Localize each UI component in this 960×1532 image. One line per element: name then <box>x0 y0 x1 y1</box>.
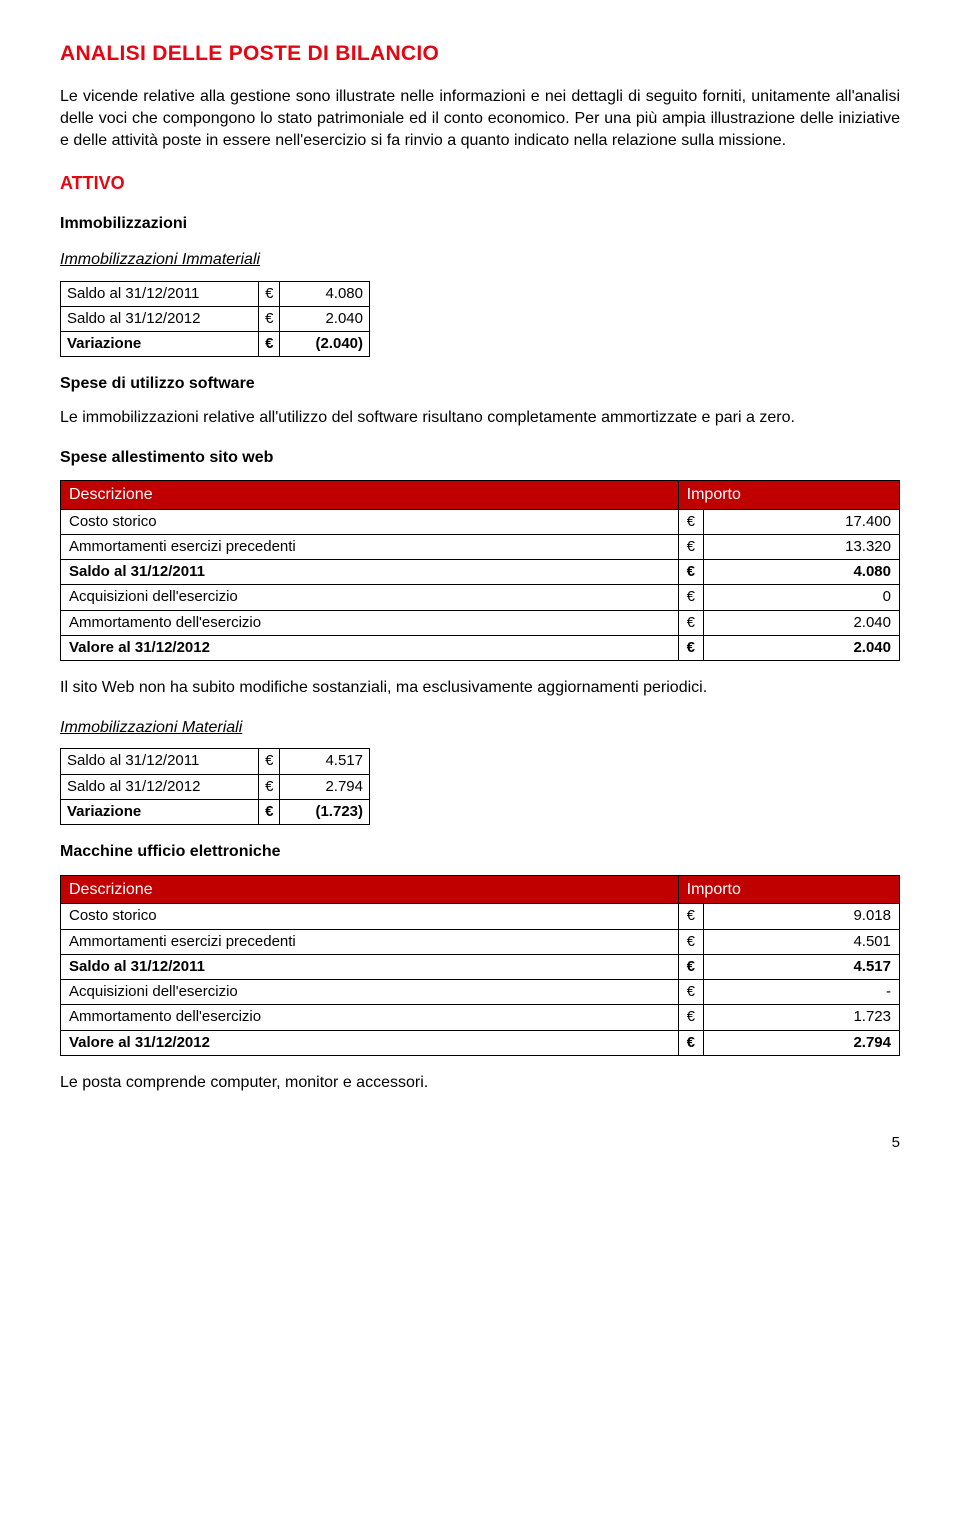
table-row: Valore al 31/12/2012€2.794 <box>61 1030 900 1055</box>
macchine-ufficio-text: Le posta comprende computer, monitor e a… <box>60 1072 900 1094</box>
immateriali-summary-table: Saldo al 31/12/2011€4.080Saldo al 31/12/… <box>60 281 370 358</box>
euro-symbol: € <box>678 1030 703 1055</box>
table-row: Costo storico€17.400 <box>61 509 900 534</box>
euro-symbol: € <box>678 610 703 635</box>
table-row: Variazione€(1.723) <box>61 799 370 824</box>
row-value: 0 <box>704 585 900 610</box>
table-row: Valore al 31/12/2012€2.040 <box>61 635 900 660</box>
row-label: Valore al 31/12/2012 <box>61 1030 679 1055</box>
materiali-summary-table: Saldo al 31/12/2011€4.517Saldo al 31/12/… <box>60 748 370 825</box>
euro-symbol: € <box>678 534 703 559</box>
table-row: Ammortamento dell'esercizio€1.723 <box>61 1005 900 1030</box>
row-label: Valore al 31/12/2012 <box>61 635 679 660</box>
spese-software-heading: Spese di utilizzo software <box>60 373 900 395</box>
euro-symbol: € <box>259 281 280 306</box>
table-row: Acquisizioni dell'esercizio€- <box>61 980 900 1005</box>
immobilizzazioni-heading: Immobilizzazioni <box>60 213 900 235</box>
euro-symbol: € <box>678 929 703 954</box>
euro-symbol: € <box>678 509 703 534</box>
row-label: Costo storico <box>61 509 679 534</box>
table-header-row: DescrizioneImporto <box>61 481 900 510</box>
row-label: Saldo al 31/12/2011 <box>61 281 259 306</box>
header-importo: Importo <box>678 481 899 510</box>
euro-symbol: € <box>259 332 280 357</box>
table-row: Saldo al 31/12/2012€2.040 <box>61 306 370 331</box>
table-row: Saldo al 31/12/2011€4.080 <box>61 281 370 306</box>
immobilizzazioni-materiali-heading: Immobilizzazioni Materiali <box>60 717 900 739</box>
attivo-heading: ATTIVO <box>60 171 900 195</box>
immobilizzazioni-immateriali-heading: Immobilizzazioni Immateriali <box>60 249 900 271</box>
table-row: Variazione€(2.040) <box>61 332 370 357</box>
euro-symbol: € <box>678 954 703 979</box>
header-importo: Importo <box>678 875 899 904</box>
row-value: 4.501 <box>704 929 900 954</box>
row-label: Saldo al 31/12/2012 <box>61 306 259 331</box>
row-value: 2.794 <box>704 1030 900 1055</box>
page-title: ANALISI DELLE POSTE DI BILANCIO <box>60 40 900 68</box>
row-value: 4.080 <box>704 560 900 585</box>
row-value: 4.517 <box>704 954 900 979</box>
euro-symbol: € <box>678 585 703 610</box>
row-value: 2.794 <box>280 774 370 799</box>
row-label: Saldo al 31/12/2011 <box>61 954 679 979</box>
macchine-ufficio-heading: Macchine ufficio elettroniche <box>60 841 900 863</box>
euro-symbol: € <box>678 980 703 1005</box>
row-label: Ammortamento dell'esercizio <box>61 610 679 635</box>
sito-web-text: Il sito Web non ha subito modifiche sost… <box>60 677 900 699</box>
row-value: (1.723) <box>280 799 370 824</box>
header-descrizione: Descrizione <box>61 875 679 904</box>
row-value: 2.040 <box>704 635 900 660</box>
euro-symbol: € <box>259 306 280 331</box>
euro-symbol: € <box>259 749 280 774</box>
table-row: Ammortamenti esercizi precedenti€13.320 <box>61 534 900 559</box>
sito-web-table: DescrizioneImportoCosto storico€17.400Am… <box>60 480 900 661</box>
row-value: 4.080 <box>280 281 370 306</box>
row-label: Saldo al 31/12/2012 <box>61 774 259 799</box>
table-row: Saldo al 31/12/2011€4.517 <box>61 954 900 979</box>
row-value: 9.018 <box>704 904 900 929</box>
row-label: Saldo al 31/12/2011 <box>61 560 679 585</box>
spese-software-text: Le immobilizzazioni relative all'utilizz… <box>60 407 900 429</box>
intro-paragraph: Le vicende relative alla gestione sono i… <box>60 86 900 151</box>
table-row: Saldo al 31/12/2011€4.517 <box>61 749 370 774</box>
table-row: Ammortamento dell'esercizio€2.040 <box>61 610 900 635</box>
row-label: Costo storico <box>61 904 679 929</box>
spese-sito-heading: Spese allestimento sito web <box>60 447 900 469</box>
table-row: Ammortamenti esercizi precedenti€4.501 <box>61 929 900 954</box>
euro-symbol: € <box>678 635 703 660</box>
header-descrizione: Descrizione <box>61 481 679 510</box>
row-label: Saldo al 31/12/2011 <box>61 749 259 774</box>
table-header-row: DescrizioneImporto <box>61 875 900 904</box>
row-value: (2.040) <box>280 332 370 357</box>
macchine-ufficio-table: DescrizioneImportoCosto storico€9.018Amm… <box>60 875 900 1056</box>
row-label: Ammortamenti esercizi precedenti <box>61 534 679 559</box>
row-label: Ammortamenti esercizi precedenti <box>61 929 679 954</box>
euro-symbol: € <box>678 560 703 585</box>
euro-symbol: € <box>259 774 280 799</box>
table-row: Saldo al 31/12/2011€4.080 <box>61 560 900 585</box>
row-value: 2.040 <box>280 306 370 331</box>
row-label: Acquisizioni dell'esercizio <box>61 585 679 610</box>
table-row: Acquisizioni dell'esercizio€0 <box>61 585 900 610</box>
table-row: Saldo al 31/12/2012€2.794 <box>61 774 370 799</box>
row-label: Ammortamento dell'esercizio <box>61 1005 679 1030</box>
table-row: Costo storico€9.018 <box>61 904 900 929</box>
row-value: 1.723 <box>704 1005 900 1030</box>
row-value: - <box>704 980 900 1005</box>
row-label: Variazione <box>61 332 259 357</box>
page-number: 5 <box>60 1133 900 1153</box>
row-value: 4.517 <box>280 749 370 774</box>
euro-symbol: € <box>259 799 280 824</box>
euro-symbol: € <box>678 1005 703 1030</box>
euro-symbol: € <box>678 904 703 929</box>
row-label: Acquisizioni dell'esercizio <box>61 980 679 1005</box>
row-value: 13.320 <box>704 534 900 559</box>
row-value: 2.040 <box>704 610 900 635</box>
row-value: 17.400 <box>704 509 900 534</box>
row-label: Variazione <box>61 799 259 824</box>
